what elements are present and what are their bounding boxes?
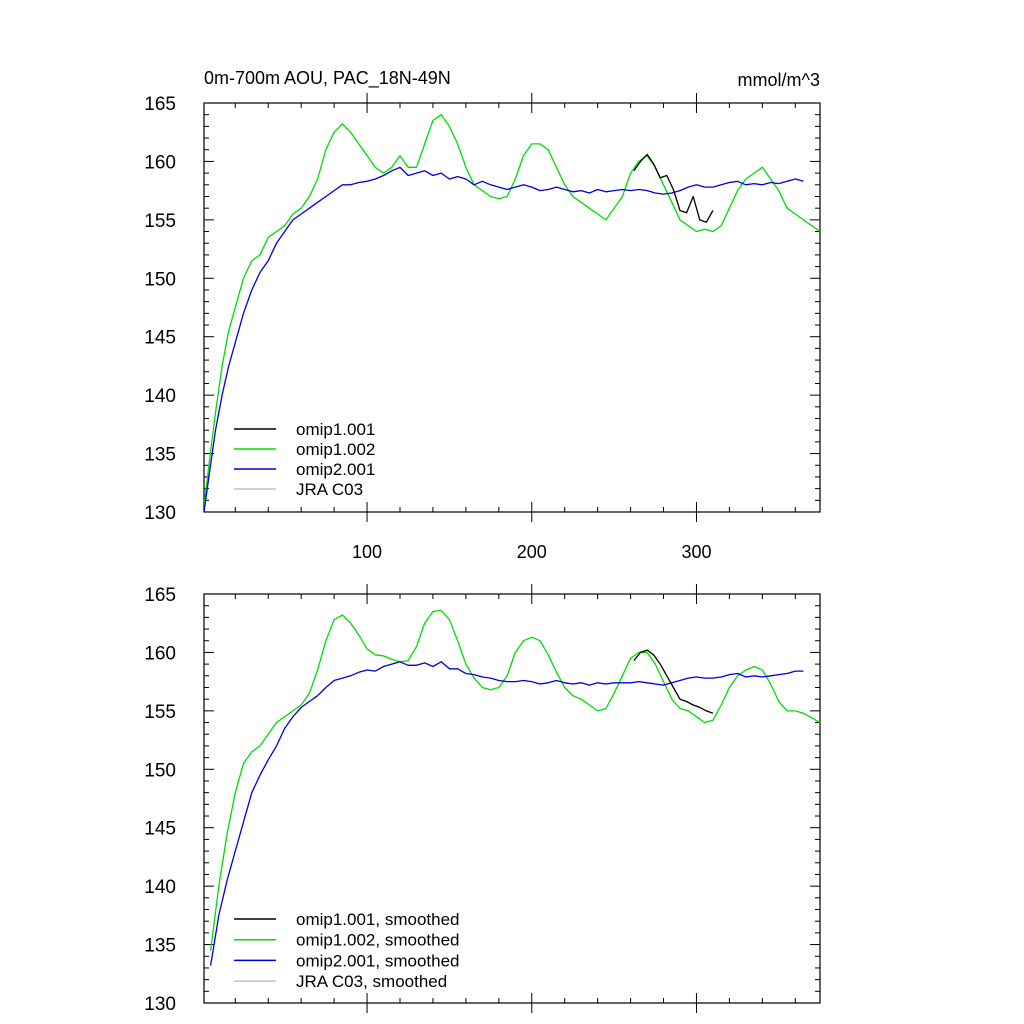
legend-label: omip2.001 <box>296 460 375 479</box>
series-line-omip1-002-smoothed <box>209 609 820 951</box>
y-tick-label: 135 <box>144 936 176 957</box>
plot-frame <box>203 593 821 1004</box>
x-tick-label: 200 <box>517 542 547 562</box>
legend-label: omip1.001 <box>296 420 375 439</box>
legend-label: omip1.002, smoothed <box>296 931 460 950</box>
top-panel: 100 200 300 130 135 140 145 150 155 160 165 omip1.0… <box>144 93 821 562</box>
legend-label: JRA C03, smoothed <box>296 972 447 991</box>
series-line-omip1-002 <box>204 114 820 507</box>
y-tick-label: 145 <box>144 819 176 840</box>
legend-label: omip1.002 <box>296 440 375 459</box>
y-tick-label: 160 <box>144 643 176 664</box>
y-tick-label: 150 <box>144 269 176 290</box>
y-tick-label: 165 <box>144 585 176 606</box>
bottom-panel: 130 135 140 145 150 155 160 165 omip1.001, smoot… <box>144 584 821 1015</box>
legend-label: omip2.001, smoothed <box>296 951 460 970</box>
y-tick-label: 135 <box>144 445 176 466</box>
x-tick-label: 100 <box>352 542 382 562</box>
y-tick-label: 155 <box>144 702 176 723</box>
y-tick-label: 165 <box>144 94 176 115</box>
y-tick-label: 140 <box>144 877 176 898</box>
y-tick-label: 145 <box>144 328 176 349</box>
x-tick-label: 300 <box>681 542 711 562</box>
series-line-omip1-001-smoothed <box>633 649 714 714</box>
y-tick-label: 155 <box>144 211 176 232</box>
series-line-omip1-001 <box>633 153 714 223</box>
y-tick-label: 130 <box>144 994 176 1015</box>
series-line-omip2-001 <box>204 166 804 512</box>
y-tick-label: 130 <box>144 503 176 524</box>
chart-title: 0m-700m AOU, PAC_18N-49N <box>204 68 451 89</box>
y-tick-label: 150 <box>144 760 176 781</box>
y-tick-label: 160 <box>144 152 176 173</box>
series-line-omip2-001-smoothed <box>209 661 804 966</box>
legend-label: omip1.001, smoothed <box>296 910 460 929</box>
plot-frame <box>203 102 821 513</box>
y-tick-label: 140 <box>144 386 176 407</box>
legend-label: JRA C03 <box>296 480 363 499</box>
units-label: mmol/m^3 <box>738 70 820 90</box>
